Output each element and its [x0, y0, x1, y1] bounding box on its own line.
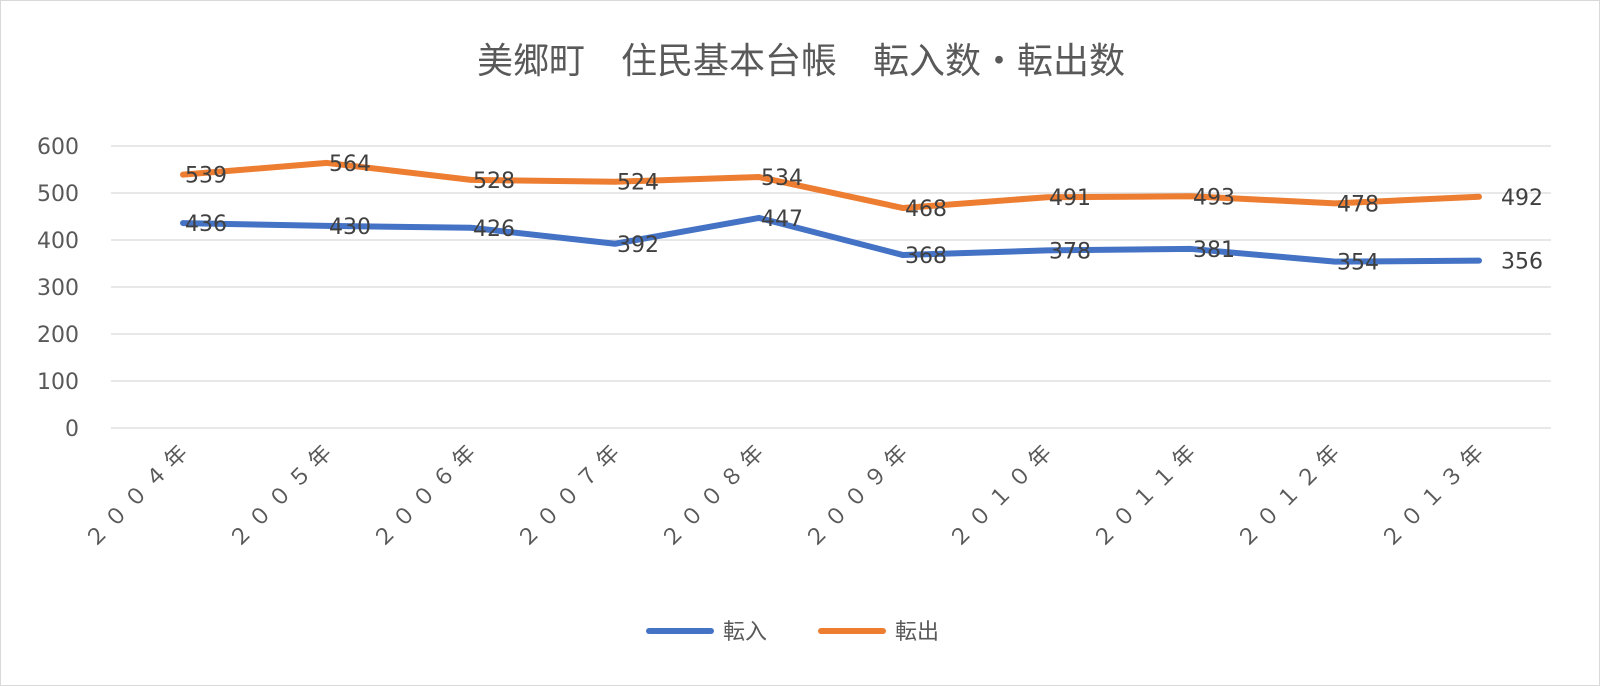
chart-title: 美郷町 住民基本台帳 転入数・転出数: [477, 41, 1125, 82]
y-tick-label: 200: [37, 323, 79, 348]
x-tick-label: ２０１２年: [1233, 437, 1350, 554]
data-label-tennyu: 447: [761, 207, 803, 232]
data-label-tenshutsu: 492: [1501, 186, 1543, 211]
y-tick-label: 400: [37, 229, 79, 254]
x-tick-label: ２０１３年: [1377, 437, 1494, 554]
legend-label: 転入: [723, 620, 767, 645]
data-labels: 436 430 426 392 447 368 378 381 354 356 539 564 528 5…: [185, 152, 1543, 276]
y-axis: 0 100 200 300 400 500 600: [37, 135, 79, 442]
data-label-tenshutsu: 468: [905, 197, 947, 222]
x-tick-label: ２００６年: [369, 437, 486, 554]
data-label-tenshutsu: 534: [761, 166, 803, 191]
data-label-tennyu: 354: [1337, 251, 1379, 276]
data-label-tennyu: 368: [905, 244, 947, 269]
data-label-tenshutsu: 539: [185, 164, 227, 189]
y-tick-label: 300: [37, 276, 79, 301]
series-lines: [180, 159, 1482, 265]
series-line-tenshutsu: [180, 159, 1482, 212]
x-tick-label: ２０１１年: [1089, 437, 1206, 554]
x-tick-label: ２００７年: [513, 437, 630, 554]
x-tick-label: ２００８年: [657, 437, 774, 554]
y-tick-label: 600: [37, 135, 79, 160]
data-label-tenshutsu: 491: [1049, 186, 1091, 211]
data-label-tenshutsu: 528: [473, 169, 515, 194]
y-tick-label: 100: [37, 370, 79, 395]
y-tick-label: 0: [65, 417, 79, 442]
x-tick-label: ２００５年: [225, 437, 342, 554]
data-label-tennyu: 392: [617, 233, 659, 258]
data-label-tenshutsu: 493: [1193, 185, 1235, 210]
data-label-tennyu: 436: [185, 212, 227, 237]
x-tick-label: ２００４年: [81, 437, 198, 554]
x-tick-label: ２００９年: [801, 437, 918, 554]
gridlines: [111, 145, 1551, 429]
data-label-tenshutsu: 564: [329, 152, 371, 177]
series-line-tennyu: [180, 214, 1482, 265]
data-label-tennyu: 430: [329, 215, 371, 240]
x-tick-label: ２０１０年: [945, 437, 1062, 554]
x-axis: ２００４年 ２００５年 ２００６年 ２００７年 ２００８年 ２００９年 ２０１０年 ２０１１年…: [81, 437, 1494, 554]
legend: 転入 転出: [646, 620, 939, 645]
data-label-tenshutsu: 478: [1337, 192, 1379, 217]
data-label-tennyu: 378: [1049, 239, 1091, 264]
data-label-tennyu: 426: [473, 217, 515, 242]
data-label-tenshutsu: 524: [617, 171, 659, 196]
data-label-tennyu: 381: [1193, 238, 1235, 263]
legend-label: 転出: [895, 620, 939, 645]
y-tick-label: 500: [37, 182, 79, 207]
data-label-tennyu: 356: [1501, 250, 1543, 275]
